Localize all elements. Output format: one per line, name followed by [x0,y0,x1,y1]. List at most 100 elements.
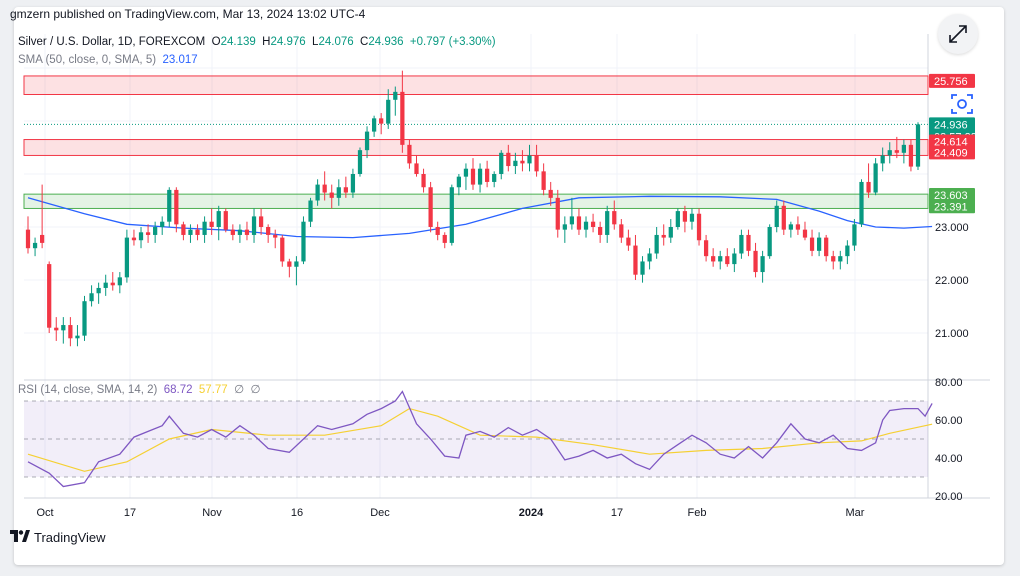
candle-body[interactable] [329,192,334,198]
candle-body[interactable] [499,152,504,174]
candle-body[interactable] [788,224,793,230]
candle-body[interactable] [880,155,885,164]
expand-button[interactable] [938,14,978,54]
candle-body[interactable] [506,152,511,167]
candle-body[interactable] [400,91,405,145]
candle-body[interactable] [739,234,744,254]
candle-body[interactable] [61,325,66,331]
candle-body[interactable] [301,221,306,262]
candle-body[interactable] [767,227,772,257]
candle-body[interactable] [675,211,680,227]
candle-body[interactable] [908,144,914,167]
candle-body[interactable] [831,256,836,262]
candle-body[interactable] [223,211,228,230]
candle-body[interactable] [470,168,476,185]
resistance-zone[interactable] [23,139,929,156]
rsi-ma-line[interactable] [27,407,933,472]
candle-body[interactable] [40,234,45,243]
candle-body[interactable] [520,160,525,164]
candle-body[interactable] [654,234,659,254]
candle-body[interactable] [32,242,38,249]
candle-body[interactable] [68,325,73,339]
candle-body[interactable] [915,124,921,167]
candle-body[interactable] [485,168,490,182]
tradingview-logo[interactable] [10,530,30,545]
resistance-zone[interactable] [23,75,929,95]
candle-body[interactable] [273,234,278,238]
sma-legend[interactable]: SMA (50, close, 0, SMA, 5) 23.017 [18,54,198,66]
candle-body[interactable] [555,197,560,230]
candle-body[interactable] [887,150,892,156]
candle-body[interactable] [605,211,610,235]
candle-body[interactable] [230,229,235,235]
candle-body[interactable] [809,237,815,251]
candle-body[interactable] [513,160,518,167]
candle-body[interactable] [732,253,737,265]
candle-body[interactable] [661,234,666,238]
symbol-name[interactable]: Silver / U.S. Dollar, 1D, FOREXCOM [18,36,206,48]
candle-body[interactable] [696,213,702,241]
candle-body[interactable] [598,227,603,235]
candle-body[interactable] [167,189,172,222]
candle-body[interactable] [336,187,341,198]
candle-body[interactable] [689,213,695,222]
candle-body[interactable] [576,216,582,230]
candle-body[interactable] [209,221,214,227]
candle-body[interactable] [110,282,115,286]
candle-body[interactable] [435,227,440,235]
candle-body[interactable] [682,211,688,222]
rsi-line[interactable] [27,390,933,488]
candle-body[interactable] [174,189,179,225]
candle-body[interactable] [795,224,801,230]
candle-body[interactable] [816,237,822,251]
price-tag[interactable] [929,188,975,203]
candle-body[interactable] [824,237,829,257]
candle-body[interactable] [216,211,221,227]
candle-body[interactable] [103,282,108,288]
candle-body[interactable] [244,229,250,235]
candle-body[interactable] [89,293,94,302]
candle-body[interactable] [82,301,87,336]
candle-body[interactable] [294,261,299,267]
candle-body[interactable] [350,174,356,193]
candle-body[interactable] [138,232,144,241]
price-tag[interactable] [929,134,975,149]
candle-body[interactable] [266,227,271,235]
candle-body[interactable] [364,131,370,151]
candle-body[interactable] [541,171,546,190]
candle-body[interactable] [781,205,786,230]
candle-body[interactable] [640,261,645,275]
candle-body[interactable] [647,253,652,262]
candle-body[interactable] [866,181,871,193]
candle-body[interactable] [195,229,200,235]
candle-body[interactable] [548,189,553,198]
candle-body[interactable] [421,174,426,188]
candle-body[interactable] [322,184,327,193]
candle-body[interactable] [96,287,101,294]
candle-body[interactable] [407,144,412,164]
candle-body[interactable] [569,216,575,225]
candle-body[interactable] [711,256,716,262]
candle-body[interactable] [562,224,567,230]
price-tag[interactable] [929,73,975,88]
candle-body[interactable] [901,144,906,153]
candle-body[interactable] [718,256,723,262]
candle-body[interactable] [145,232,151,235]
candle-body[interactable] [287,261,292,267]
rsi-legend[interactable]: RSI (14, close, SMA, 14, 2) 68.72 57.77 … [18,382,261,396]
candle-body[interactable] [873,163,878,193]
candle-body[interactable] [386,99,391,124]
candle-body[interactable] [160,221,165,227]
candle-body[interactable] [308,200,313,222]
candle-body[interactable] [251,216,257,235]
candle-body[interactable] [583,221,589,230]
candle-body[interactable] [379,118,384,124]
candle-body[interactable] [590,221,596,227]
candle-body[interactable] [838,256,843,262]
candle-body[interactable] [54,327,59,331]
candle-body[interactable] [371,118,377,132]
candle-body[interactable] [343,187,348,193]
candle-body[interactable] [626,237,631,246]
candle-body[interactable] [703,240,709,257]
